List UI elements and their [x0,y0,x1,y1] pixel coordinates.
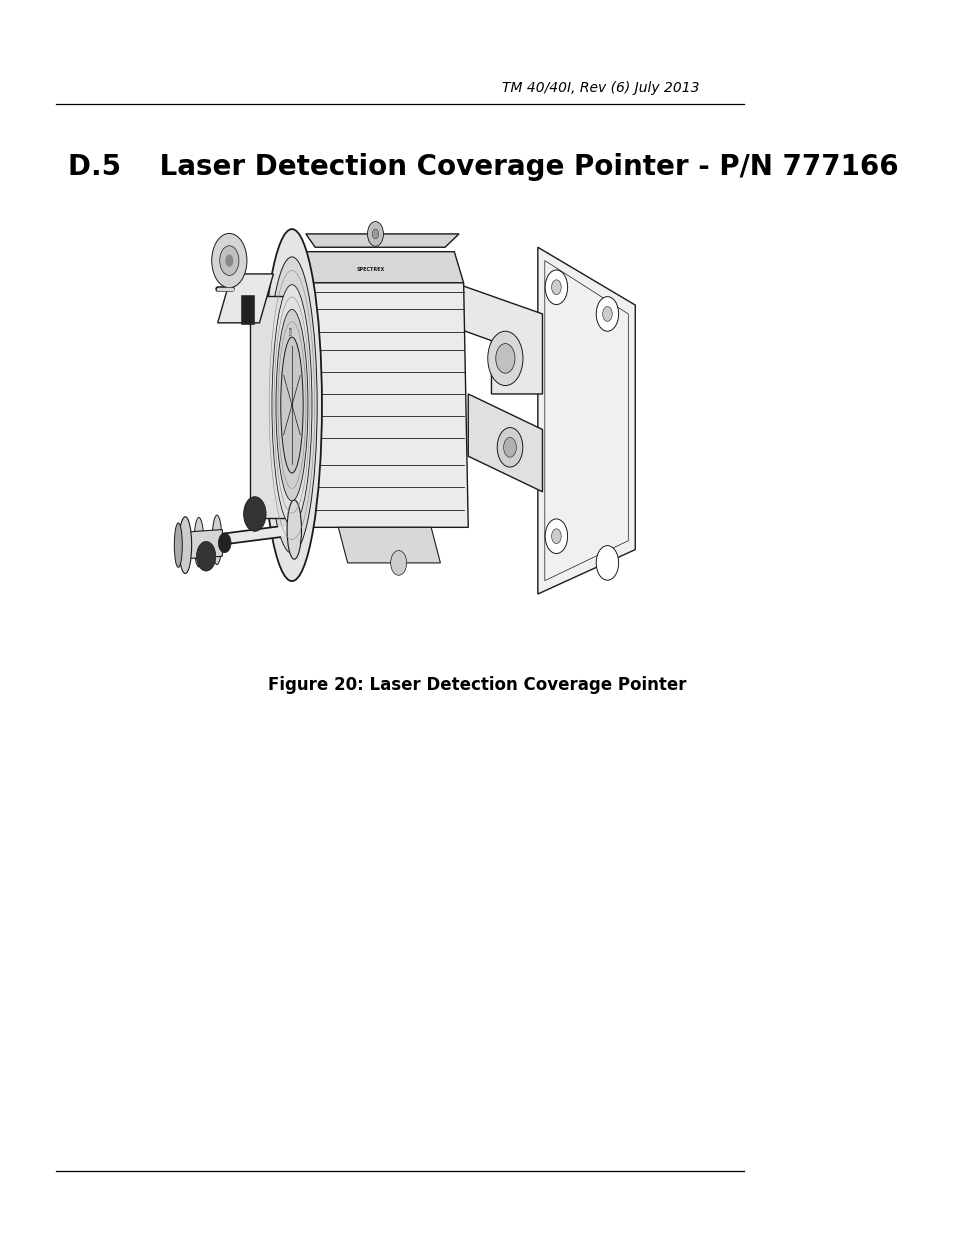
Ellipse shape [178,516,192,573]
Ellipse shape [287,500,301,559]
Circle shape [372,228,378,238]
Ellipse shape [275,309,308,501]
Text: DETECTOR: DETECTOR [290,325,294,350]
Polygon shape [537,247,635,594]
Circle shape [544,270,567,305]
Polygon shape [292,283,468,527]
Ellipse shape [212,515,221,564]
Polygon shape [292,252,463,283]
Polygon shape [306,233,458,247]
Polygon shape [190,530,222,558]
Circle shape [225,254,233,267]
Ellipse shape [262,228,321,580]
Polygon shape [338,527,440,563]
Circle shape [544,519,567,553]
Circle shape [602,306,612,321]
Polygon shape [217,274,274,322]
Circle shape [487,331,522,385]
Ellipse shape [193,517,204,567]
Circle shape [212,233,247,288]
Circle shape [496,343,515,373]
Ellipse shape [267,257,316,553]
Circle shape [218,534,231,553]
Circle shape [367,221,383,246]
Circle shape [219,246,238,275]
Bar [241,295,254,325]
Ellipse shape [272,284,312,526]
Text: FIRE: FIRE [290,456,294,466]
Ellipse shape [174,522,182,567]
Polygon shape [468,394,542,492]
Circle shape [551,529,560,543]
Text: SPECTREX: SPECTREX [356,267,385,272]
Circle shape [243,496,266,531]
Circle shape [551,280,560,295]
Polygon shape [250,296,296,519]
Circle shape [196,541,215,571]
Text: D.5    Laser Detection Coverage Pointer - P/N 777166: D.5 Laser Detection Coverage Pointer - P… [68,153,898,182]
Circle shape [497,427,522,467]
Circle shape [596,546,618,580]
Ellipse shape [280,337,303,473]
Ellipse shape [181,519,191,568]
Circle shape [596,296,618,331]
Text: Figure 20: Laser Detection Coverage Pointer: Figure 20: Laser Detection Coverage Poin… [268,676,686,694]
Text: TM 40/40I, Rev (6) July 2013: TM 40/40I, Rev (6) July 2013 [502,82,700,95]
Circle shape [503,437,516,457]
Circle shape [390,551,406,576]
Polygon shape [454,283,542,394]
